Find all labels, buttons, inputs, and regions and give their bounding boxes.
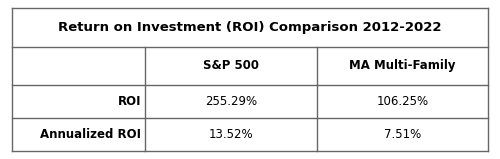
Text: 7.51%: 7.51% (384, 128, 421, 141)
Text: 106.25%: 106.25% (376, 95, 428, 108)
Text: 255.29%: 255.29% (205, 95, 257, 108)
Text: Annualized ROI: Annualized ROI (40, 128, 141, 141)
Text: S&P 500: S&P 500 (203, 59, 259, 72)
Text: Return on Investment (ROI) Comparison 2012-2022: Return on Investment (ROI) Comparison 20… (58, 21, 442, 34)
Text: ROI: ROI (118, 95, 142, 108)
Text: 13.52%: 13.52% (208, 128, 254, 141)
Text: MA Multi-Family: MA Multi-Family (349, 59, 456, 72)
